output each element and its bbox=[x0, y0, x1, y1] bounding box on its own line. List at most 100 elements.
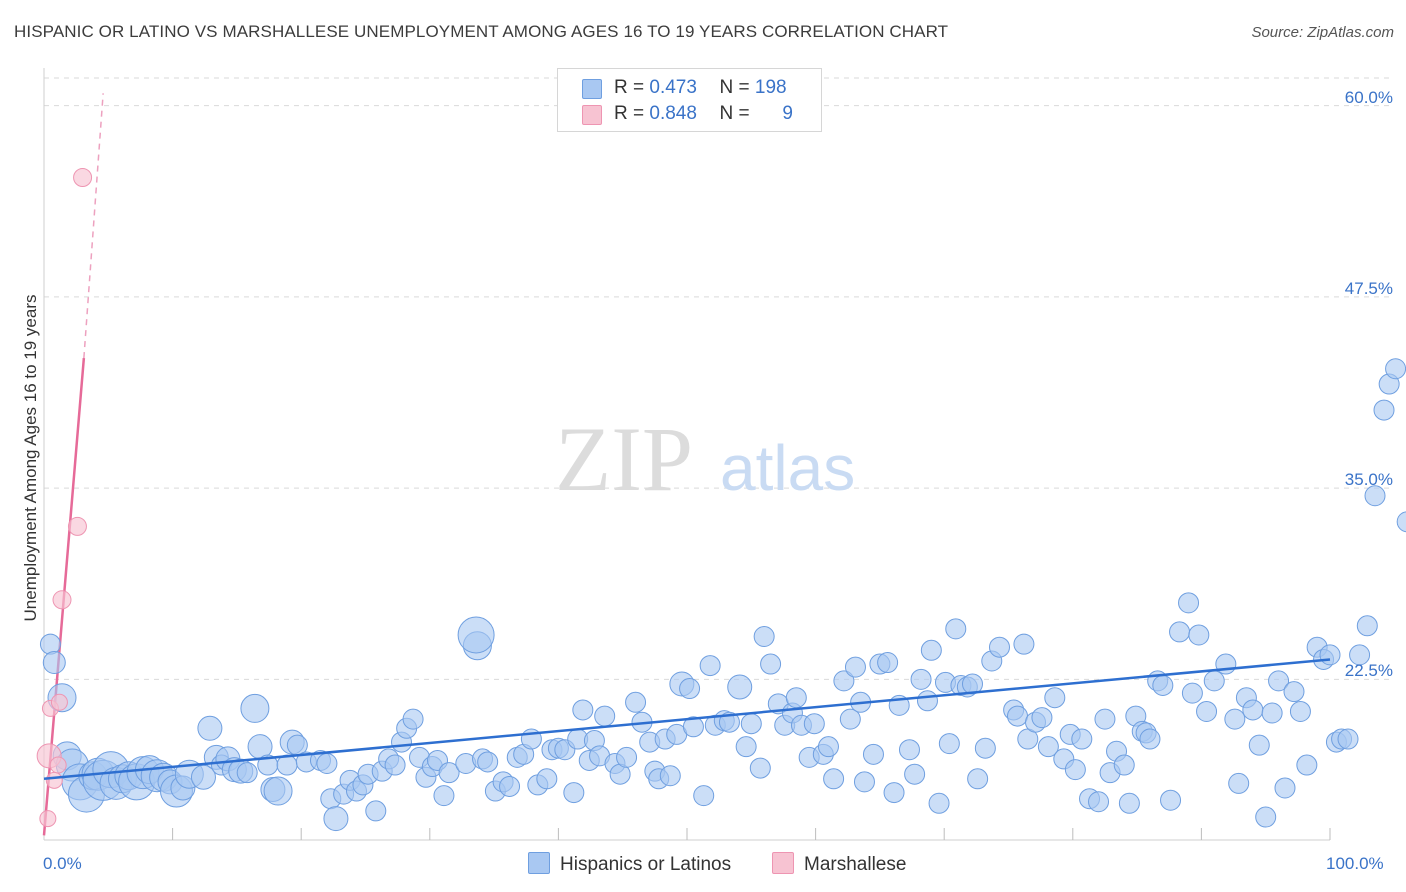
hispanic-point bbox=[862, 743, 884, 765]
hispanic-point bbox=[693, 785, 715, 807]
grid-lines bbox=[44, 77, 1392, 680]
y-tick-35: 35.0% bbox=[1344, 470, 1393, 489]
hispanic-point bbox=[844, 656, 866, 678]
hispanic-point bbox=[457, 616, 495, 654]
hispanic-point bbox=[967, 768, 989, 790]
watermark: ZIP atlas bbox=[555, 408, 855, 510]
hispanic-point bbox=[1268, 670, 1290, 692]
marshallese-point bbox=[67, 516, 87, 536]
bottom-legend-label-hispanic: Hispanics or Latinos bbox=[560, 854, 732, 875]
hispanic-point bbox=[1088, 791, 1110, 813]
x-tick-0: 0.0% bbox=[43, 854, 82, 873]
data-points bbox=[36, 168, 1406, 832]
hispanic-point bbox=[988, 636, 1010, 658]
marshallese-point bbox=[50, 693, 68, 711]
hispanic-point bbox=[1356, 615, 1378, 637]
hispanic-point bbox=[1013, 633, 1035, 655]
hispanic-point bbox=[699, 655, 721, 677]
marshallese-point bbox=[52, 590, 72, 610]
hispanic-point bbox=[1118, 792, 1140, 814]
hispanic-trend bbox=[43, 658, 1331, 781]
hispanic-point bbox=[659, 765, 681, 787]
hispanic-point bbox=[898, 739, 920, 761]
hispanic-point bbox=[1203, 670, 1225, 692]
hispanic-point bbox=[920, 639, 942, 661]
hispanic-point bbox=[1289, 700, 1311, 722]
marshallese-point bbox=[73, 168, 93, 188]
bottom-legend-marshallese: Marshallese bbox=[772, 852, 906, 876]
hispanic-point bbox=[499, 775, 521, 797]
hispanic-point bbox=[785, 687, 807, 709]
y-tick-47-5: 47.5% bbox=[1344, 279, 1393, 298]
bottom-legend-swatch-hispanic bbox=[528, 852, 550, 874]
bottom-legend-hispanic: Hispanics or Latinos bbox=[528, 852, 731, 876]
hispanic-point bbox=[1064, 759, 1086, 781]
y-tick-22-5: 22.5% bbox=[1344, 661, 1393, 680]
hispanic-point bbox=[1169, 621, 1191, 643]
hispanic-point bbox=[753, 626, 775, 648]
legend: R = 0.473 N = 198 R = 0.848 N = 9 bbox=[557, 68, 822, 132]
hispanic-point bbox=[616, 746, 638, 768]
legend-n-label: N = bbox=[719, 103, 750, 124]
legend-r-value: 0.848 bbox=[649, 103, 697, 124]
hispanic-point bbox=[1261, 702, 1283, 724]
hispanic-point bbox=[384, 754, 406, 776]
bottom-legend-label-marshallese: Marshallese bbox=[804, 854, 907, 875]
hispanic-point bbox=[877, 652, 899, 674]
hispanic-point bbox=[853, 771, 875, 793]
hispanic-point bbox=[1283, 681, 1305, 703]
marshallese-trend-line bbox=[42, 93, 104, 836]
hispanic-point bbox=[679, 678, 701, 700]
hispanic-point bbox=[1196, 700, 1218, 722]
hispanic-point bbox=[1181, 682, 1203, 704]
hispanic-point bbox=[1224, 708, 1246, 730]
legend-n-value: 198 bbox=[754, 77, 787, 98]
hispanic-point bbox=[1094, 708, 1116, 730]
marshallese-point bbox=[49, 756, 67, 774]
hispanic-point bbox=[477, 751, 499, 773]
hispanic-point bbox=[316, 753, 338, 774]
hispanic-point bbox=[240, 693, 270, 723]
watermark-atlas: atlas bbox=[720, 432, 855, 504]
hispanic-point bbox=[1373, 399, 1395, 421]
hispanic-point bbox=[1349, 644, 1371, 666]
hispanic-point bbox=[803, 713, 825, 735]
hispanic-point bbox=[749, 757, 771, 779]
hispanic-point bbox=[833, 670, 855, 692]
hispanic-point bbox=[740, 713, 762, 735]
hispanic-point bbox=[910, 668, 932, 690]
hispanic-point bbox=[1031, 707, 1053, 729]
chart-title: HISPANIC OR LATINO VS MARSHALLESE UNEMPL… bbox=[14, 22, 949, 41]
hispanic-point bbox=[1255, 806, 1277, 828]
hispanic-point bbox=[594, 705, 616, 727]
y-axis-label: Unemployment Among Ages 16 to 19 years bbox=[21, 294, 40, 622]
watermark-zip: ZIP bbox=[555, 408, 693, 510]
hispanic-point bbox=[1044, 687, 1066, 709]
hispanic-point bbox=[1274, 777, 1296, 799]
hispanic-point bbox=[1007, 705, 1029, 727]
hispanic-point bbox=[1319, 644, 1341, 666]
hispanic-point bbox=[263, 776, 293, 806]
hispanic-point bbox=[42, 651, 66, 675]
hispanic-point bbox=[1160, 789, 1182, 811]
hispanic-point bbox=[1188, 624, 1210, 646]
y-tick-60: 60.0% bbox=[1344, 88, 1393, 107]
source-label: Source: ZipAtlas.com bbox=[1251, 24, 1394, 41]
hispanic-point bbox=[1113, 754, 1135, 776]
hispanic-point bbox=[1037, 736, 1059, 758]
legend-n-label: N = bbox=[719, 77, 750, 98]
legend-r-value: 0.473 bbox=[649, 77, 697, 98]
hispanic-point bbox=[718, 711, 740, 733]
hispanic-point bbox=[572, 699, 594, 721]
hispanic-point bbox=[938, 733, 960, 755]
legend-r-label: R = bbox=[614, 103, 645, 124]
legend-n-value: 9 bbox=[782, 103, 793, 124]
hispanic-point bbox=[904, 763, 926, 785]
hispanic-point bbox=[682, 716, 704, 738]
hispanic-point bbox=[402, 708, 424, 730]
hispanic-point bbox=[39, 633, 61, 655]
hispanic-point bbox=[1139, 728, 1161, 750]
hispanic-point bbox=[197, 715, 223, 741]
hispanic-point bbox=[945, 618, 967, 640]
